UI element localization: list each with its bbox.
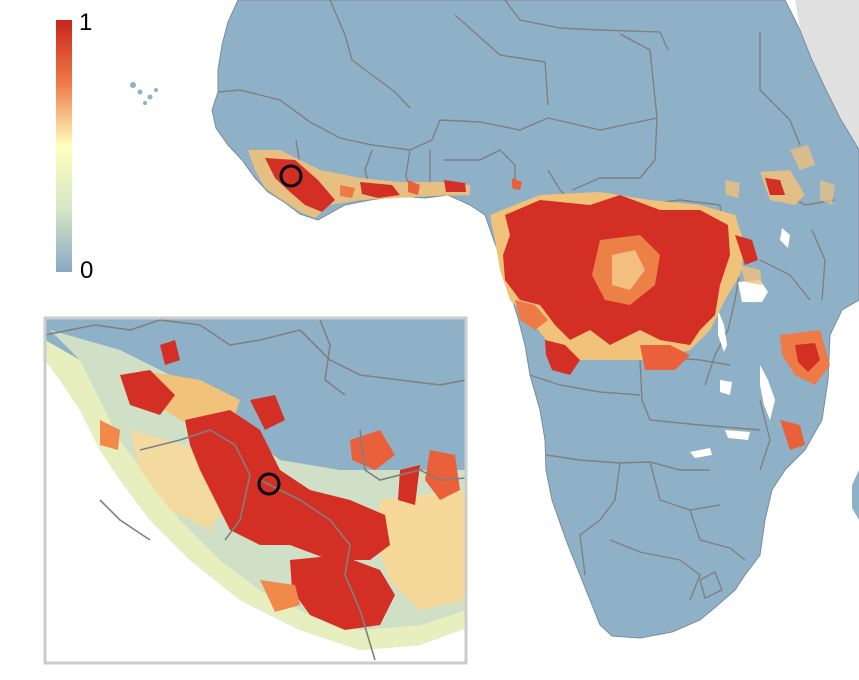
congo-basin-hotspot <box>490 192 762 375</box>
cape-verde-islands <box>130 82 158 105</box>
great-lakes <box>690 228 790 458</box>
inset-map <box>43 316 468 665</box>
legend-max-label: 1 <box>79 9 92 36</box>
legend-colorbar <box>56 20 72 272</box>
east-africa-hotspots <box>725 145 835 450</box>
location-marker-inset <box>257 472 281 496</box>
location-marker-main <box>279 164 303 188</box>
inset-frame <box>43 316 468 665</box>
madagascar-tip <box>852 470 859 520</box>
legend-min-label: 0 <box>80 257 93 284</box>
color-legend: 1 0 <box>56 9 93 284</box>
arabian-peninsula <box>795 0 859 150</box>
west-africa-hotspot <box>248 150 522 218</box>
